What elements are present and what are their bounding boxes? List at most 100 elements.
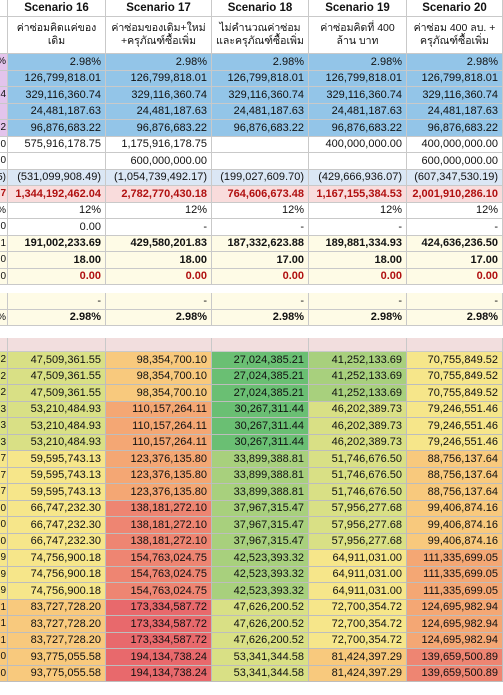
data-cell[interactable]: 111,335,699.05 [407, 550, 503, 567]
data-cell[interactable]: 24,481,187.63 [309, 103, 407, 120]
data-cell[interactable]: 126,799,818.01 [407, 70, 503, 87]
divider-cell[interactable] [0, 338, 8, 352]
data-cell[interactable]: 400,000,000.00 [407, 136, 503, 153]
data-cell[interactable]: 24,481,187.63 [407, 103, 503, 120]
data-cell[interactable]: 96,876,683.22 [212, 120, 309, 137]
row-edge-cell[interactable]: 1 [0, 632, 8, 649]
data-cell[interactable]: 424,636,236.50 [407, 235, 503, 252]
data-cell[interactable]: 124,695,982.94 [407, 616, 503, 633]
data-cell[interactable]: 2.98% [212, 309, 309, 326]
data-cell[interactable]: 96,876,683.22 [407, 120, 503, 137]
data-cell[interactable]: 2.98% [212, 54, 309, 71]
data-cell[interactable]: 46,202,389.73 [309, 418, 407, 435]
data-cell[interactable]: 429,580,201.83 [106, 235, 212, 252]
row-edge-cell[interactable]: 0 [0, 136, 8, 153]
data-cell[interactable]: 46,202,389.73 [309, 434, 407, 451]
data-cell[interactable]: 12% [106, 202, 212, 219]
row-edge-cell[interactable]: 0 [0, 268, 8, 285]
data-cell[interactable]: 70,755,849.52 [407, 385, 503, 402]
data-cell[interactable]: 33,899,388.81 [212, 467, 309, 484]
row-edge-cell[interactable]: 7 [0, 484, 8, 501]
data-cell[interactable]: 66,747,232.30 [8, 517, 106, 534]
data-cell[interactable]: 88,756,137.64 [407, 451, 503, 468]
data-cell[interactable]: 194,134,738.24 [106, 649, 212, 666]
data-cell[interactable]: 124,695,982.94 [407, 599, 503, 616]
row-edge-cell[interactable]: % [0, 54, 8, 71]
row-edge-cell[interactable]: 4 [0, 87, 8, 104]
data-cell[interactable]: 154,763,024.75 [106, 583, 212, 600]
data-cell[interactable]: 47,626,200.52 [212, 599, 309, 616]
data-cell[interactable]: (429,666,936.07) [309, 169, 407, 186]
data-cell[interactable]: 0.00 [8, 268, 106, 285]
data-cell[interactable]: 96,876,683.22 [8, 120, 106, 137]
row-edge-cell[interactable]: 3 [0, 434, 8, 451]
data-cell[interactable]: 189,881,334.93 [309, 235, 407, 252]
scenario-title[interactable]: Scenario 18 [212, 0, 309, 17]
data-cell[interactable]: 138,181,272.10 [106, 500, 212, 517]
data-cell[interactable]: 111,335,699.05 [407, 583, 503, 600]
data-cell[interactable]: 72,700,354.72 [309, 616, 407, 633]
data-cell[interactable]: 1,167,155,384.53 [309, 186, 407, 203]
data-cell[interactable]: 53,210,484.93 [8, 401, 106, 418]
data-cell[interactable]: 110,157,264.11 [106, 401, 212, 418]
data-cell[interactable]: 72,700,354.72 [309, 599, 407, 616]
data-cell[interactable]: 37,967,315.47 [212, 533, 309, 550]
data-cell[interactable]: 59,595,743.13 [8, 451, 106, 468]
data-cell[interactable]: 110,157,264.11 [106, 418, 212, 435]
data-cell[interactable]: 83,727,728.20 [8, 632, 106, 649]
data-cell[interactable]: 47,509,361.55 [8, 385, 106, 402]
data-cell[interactable]: 98,354,700.10 [106, 368, 212, 385]
data-cell[interactable] [212, 136, 309, 153]
data-cell[interactable]: 138,181,272.10 [106, 533, 212, 550]
data-cell[interactable]: 2,782,770,430.18 [106, 186, 212, 203]
data-cell[interactable]: 99,406,874.16 [407, 533, 503, 550]
data-cell[interactable]: - [106, 219, 212, 236]
data-cell[interactable]: 2.98% [309, 54, 407, 71]
data-cell[interactable]: 2.98% [8, 54, 106, 71]
data-cell[interactable]: 191,002,233.69 [8, 235, 106, 252]
row-edge-cell[interactable]: 5) [0, 169, 8, 186]
data-cell[interactable]: 74,756,900.18 [8, 583, 106, 600]
data-cell[interactable]: 99,406,874.16 [407, 517, 503, 534]
data-cell[interactable]: 93,775,055.58 [8, 649, 106, 666]
data-cell[interactable]: - [212, 293, 309, 310]
row-edge-cell[interactable]: 7 [0, 186, 8, 203]
data-cell[interactable]: 1,344,192,462.04 [8, 186, 106, 203]
data-cell[interactable]: 74,756,900.18 [8, 566, 106, 583]
data-cell[interactable]: 2.98% [106, 309, 212, 326]
data-cell[interactable]: 79,246,551.46 [407, 418, 503, 435]
data-cell[interactable]: (607,347,530.19) [407, 169, 503, 186]
data-cell[interactable]: 72,700,354.72 [309, 632, 407, 649]
data-cell[interactable]: 46,202,389.73 [309, 401, 407, 418]
data-cell[interactable]: 1,175,916,178.75 [106, 136, 212, 153]
data-cell[interactable]: 124,695,982.94 [407, 632, 503, 649]
data-cell[interactable]: 57,956,277.68 [309, 533, 407, 550]
data-cell[interactable]: 53,210,484.93 [8, 434, 106, 451]
data-cell[interactable]: 59,595,743.13 [8, 484, 106, 501]
data-cell[interactable]: 81,424,397.29 [309, 665, 407, 682]
data-cell[interactable]: 24,481,187.63 [106, 103, 212, 120]
data-cell[interactable]: 154,763,024.75 [106, 566, 212, 583]
data-cell[interactable]: 70,755,849.52 [407, 352, 503, 369]
data-cell[interactable]: 139,659,500.89 [407, 649, 503, 666]
data-cell[interactable]: 2.98% [8, 309, 106, 326]
data-cell[interactable]: 764,606,673.48 [212, 186, 309, 203]
data-cell[interactable]: 2,001,910,286.10 [407, 186, 503, 203]
data-cell[interactable]: 41,252,133.69 [309, 352, 407, 369]
data-cell[interactable]: 83,727,728.20 [8, 599, 106, 616]
divider-cell[interactable] [106, 338, 212, 352]
data-cell[interactable]: 64,911,031.00 [309, 550, 407, 567]
data-cell[interactable]: 64,911,031.00 [309, 583, 407, 600]
data-cell[interactable]: 2.98% [309, 309, 407, 326]
row-edge-cell[interactable]: 0 [0, 153, 8, 170]
data-cell[interactable]: 123,376,135.80 [106, 451, 212, 468]
scenario-subtitle[interactable]: ไม่คำนวณค่าซ่อม และครุภัณฑ์ซื้อเพิ่ม [212, 17, 309, 54]
row-edge-cell[interactable]: 0 [0, 252, 8, 269]
data-cell[interactable]: 53,341,344.58 [212, 665, 309, 682]
row-edge-cell[interactable] [0, 70, 8, 87]
data-cell[interactable]: - [106, 293, 212, 310]
data-cell[interactable]: 111,335,699.05 [407, 566, 503, 583]
data-cell[interactable]: 400,000,000.00 [309, 136, 407, 153]
row-edge-cell[interactable]: 0 [0, 517, 8, 534]
row-edge-cell[interactable]: % [0, 309, 8, 326]
